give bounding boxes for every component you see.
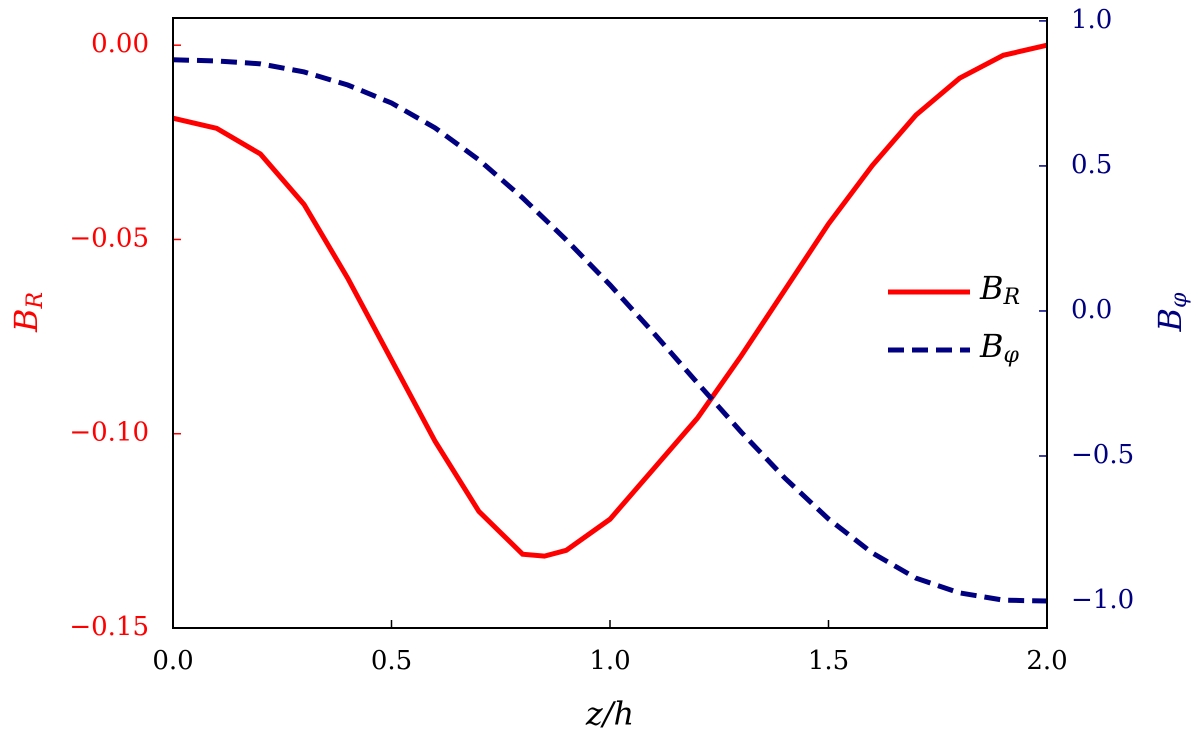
y-axis-label: BR	[7, 292, 49, 333]
series-line	[172, 57, 1048, 604]
y2-tick-label: 0.0	[1071, 295, 1112, 325]
x-tick-label: 0.5	[371, 646, 412, 676]
legend-subscript: R	[1003, 285, 1021, 310]
label-subscript: R	[23, 292, 48, 310]
legend-base: B	[979, 269, 1004, 307]
x-tick-label: 0.0	[152, 646, 193, 676]
y2-tick-label: 0.5	[1071, 150, 1112, 180]
y-tick-label: −0.15	[69, 612, 149, 642]
legend-base: B	[979, 327, 1004, 365]
y-tick-label: −0.05	[69, 223, 149, 253]
label-base: B	[1151, 308, 1189, 333]
y2-tick-label: −1.0	[1071, 585, 1134, 615]
legend-label: BR	[979, 269, 1020, 311]
legend-label: Bφ	[979, 327, 1020, 369]
y-tick-label: −0.10	[69, 418, 149, 448]
x-tick-label: 1.5	[808, 646, 849, 676]
y-tick-label: 0.00	[91, 29, 149, 59]
label-subscript: φ	[1167, 292, 1192, 308]
x-tick-label: 1.0	[589, 646, 630, 676]
label-base: B	[7, 309, 45, 334]
y2-tick-label: 1.0	[1071, 5, 1112, 35]
series-line	[172, 42, 1048, 559]
x-axis-label: z/h	[585, 695, 634, 733]
y2-tick-label: −0.5	[1071, 440, 1134, 470]
x-tick-label: 2.0	[1026, 646, 1067, 676]
plot-frame	[172, 17, 1048, 629]
legend-subscript: φ	[1004, 343, 1020, 368]
y2-axis-label: Bφ	[1151, 292, 1193, 333]
